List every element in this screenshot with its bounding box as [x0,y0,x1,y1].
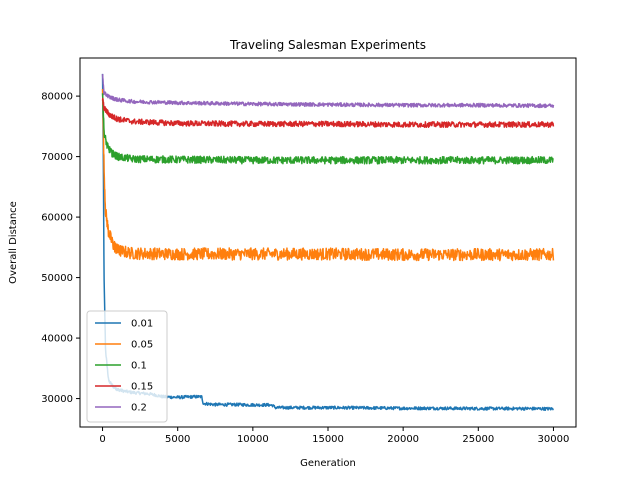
x-tick-label: 30000 [538,434,570,445]
x-axis: 0 5000 10000 15000 20000 25000 30000 [99,427,569,445]
y-tick-label: 30000 [41,394,73,405]
x-tick-label: 15000 [312,434,344,445]
y-axis: 30000 40000 50000 60000 70000 80000 [41,92,80,405]
series-line-0.2 [101,74,555,109]
legend: 0.01 0.05 0.1 0.15 0.2 [86,310,168,423]
x-tick-label: 25000 [462,434,494,445]
y-axis-label: Overall Distance [8,201,19,284]
x-axis-label: Generation [300,458,356,469]
y-tick-label: 70000 [41,152,73,163]
legend-label-0.2: 0.2 [131,403,147,414]
chart-title: Traveling Salesman Experiments [229,38,426,52]
legend-label-0.01: 0.01 [131,319,153,330]
y-tick-label: 50000 [41,273,73,284]
y-tick-label: 60000 [41,213,73,224]
series-line-0.1 [101,93,554,165]
legend-label-0.15: 0.15 [131,382,153,393]
x-tick-label: 20000 [387,434,419,445]
legend-box [86,310,168,423]
y-tick-label: 80000 [41,92,73,103]
legend-label-0.1: 0.1 [131,361,147,372]
x-tick-label: 5000 [165,434,190,445]
x-tick-label: 0 [99,434,105,445]
x-tick-label: 10000 [237,434,269,445]
legend-label-0.05: 0.05 [131,340,153,351]
y-tick-label: 40000 [41,334,73,345]
series-line-0.05 [101,88,555,262]
series-line-0.15 [101,97,555,128]
